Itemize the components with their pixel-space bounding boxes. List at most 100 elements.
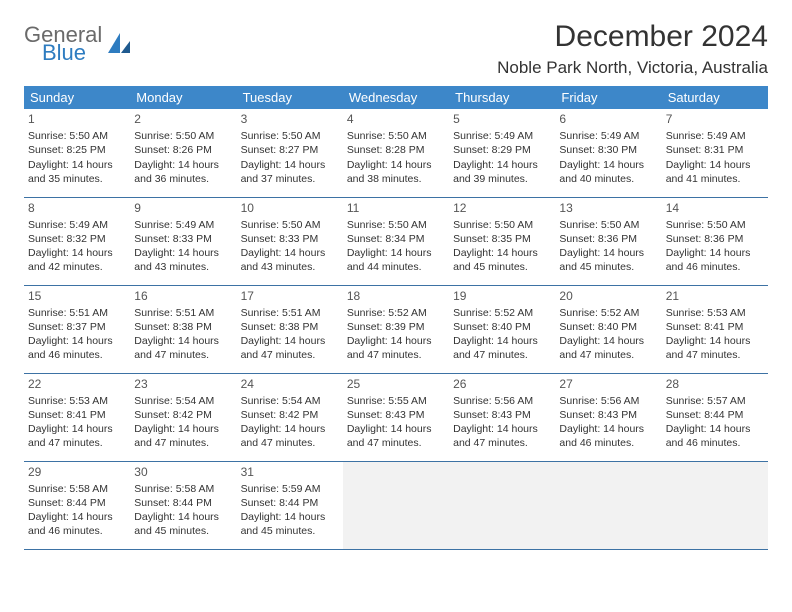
sunset-line: Sunset: 8:40 PM xyxy=(559,320,657,334)
sunset-line: Sunset: 8:39 PM xyxy=(347,320,445,334)
sunrise-line: Sunrise: 5:49 AM xyxy=(453,129,551,143)
calendar-cell: 1Sunrise: 5:50 AMSunset: 8:25 PMDaylight… xyxy=(24,109,130,197)
sunset-line: Sunset: 8:42 PM xyxy=(241,408,339,422)
daylight-line: Daylight: 14 hours and 46 minutes. xyxy=(28,334,126,362)
sunrise-line: Sunrise: 5:49 AM xyxy=(666,129,764,143)
sunrise-line: Sunrise: 5:54 AM xyxy=(134,394,232,408)
sunrise-line: Sunrise: 5:49 AM xyxy=(559,129,657,143)
day-number: 30 xyxy=(134,464,232,480)
sunset-line: Sunset: 8:38 PM xyxy=(134,320,232,334)
calendar-week: 22Sunrise: 5:53 AMSunset: 8:41 PMDayligh… xyxy=(24,373,768,461)
sunrise-line: Sunrise: 5:56 AM xyxy=(453,394,551,408)
daylight-line: Daylight: 14 hours and 35 minutes. xyxy=(28,158,126,186)
sunset-line: Sunset: 8:25 PM xyxy=(28,143,126,157)
daylight-line: Daylight: 14 hours and 47 minutes. xyxy=(28,422,126,450)
daylight-line: Daylight: 14 hours and 43 minutes. xyxy=(241,246,339,274)
brand-logo: General Blue xyxy=(24,24,132,64)
calendar-cell: 6Sunrise: 5:49 AMSunset: 8:30 PMDaylight… xyxy=(555,109,661,197)
day-number: 1 xyxy=(28,111,126,127)
calendar-cell: 29 Sunrise: 5:58 AMSunset: 8:44 PMDayligh… xyxy=(24,461,130,549)
day-header-row: Sunday Monday Tuesday Wednesday Thursday… xyxy=(24,86,768,109)
calendar-cell: 30Sunrise: 5:58 AMSunset: 8:44 PMDayligh… xyxy=(130,461,236,549)
sunrise-line: Sunrise: 5:51 AM xyxy=(134,306,232,320)
calendar-cell: 23Sunrise: 5:54 AMSunset: 8:42 PMDayligh… xyxy=(130,373,236,461)
sunrise-line: Sunrise: 5:58 AM xyxy=(28,482,126,496)
daylight-line: Daylight: 14 hours and 46 minutes. xyxy=(28,510,126,538)
sunrise-line: Sunrise: 5:50 AM xyxy=(666,218,764,232)
sunrise-line: Sunrise: 5:51 AM xyxy=(28,306,126,320)
calendar-cell: 3Sunrise: 5:50 AMSunset: 8:27 PMDaylight… xyxy=(237,109,343,197)
daylight-line: Daylight: 14 hours and 47 minutes. xyxy=(134,334,232,362)
col-thursday: Thursday xyxy=(449,86,555,109)
sunset-line: Sunset: 8:44 PM xyxy=(666,408,764,422)
sunset-line: Sunset: 8:31 PM xyxy=(666,143,764,157)
day-number: 5 xyxy=(453,111,551,127)
daylight-line: Daylight: 14 hours and 45 minutes. xyxy=(453,246,551,274)
month-title: December 2024 xyxy=(497,20,768,54)
col-tuesday: Tuesday xyxy=(237,86,343,109)
sunrise-line: Sunrise: 5:56 AM xyxy=(559,394,657,408)
day-number: 16 xyxy=(134,288,232,304)
col-wednesday: Wednesday xyxy=(343,86,449,109)
day-number: 29 xyxy=(28,464,126,480)
day-number: 23 xyxy=(134,376,232,392)
col-friday: Friday xyxy=(555,86,661,109)
daylight-line: Daylight: 14 hours and 45 minutes. xyxy=(241,510,339,538)
day-number: 19 xyxy=(453,288,551,304)
day-number: 4 xyxy=(347,111,445,127)
calendar-cell: 14 Sunrise: 5:50 AMSunset: 8:36 PMDayligh… xyxy=(662,197,768,285)
sunset-line: Sunset: 8:43 PM xyxy=(559,408,657,422)
calendar-cell: 24Sunrise: 5:54 AMSunset: 8:42 PMDayligh… xyxy=(237,373,343,461)
daylight-line: Daylight: 14 hours and 37 minutes. xyxy=(241,158,339,186)
daylight-line: Daylight: 14 hours and 46 minutes. xyxy=(559,422,657,450)
calendar-cell: 5Sunrise: 5:49 AMSunset: 8:29 PMDaylight… xyxy=(449,109,555,197)
calendar-week: 1Sunrise: 5:50 AMSunset: 8:25 PMDaylight… xyxy=(24,109,768,197)
calendar-cell: 16 Sunrise: 5:51 AMSunset: 8:38 PMDayligh… xyxy=(130,285,236,373)
sunrise-line: Sunrise: 5:50 AM xyxy=(241,129,339,143)
sunrise-line: Sunrise: 5:52 AM xyxy=(347,306,445,320)
day-number: 31 xyxy=(241,464,339,480)
daylight-line: Daylight: 14 hours and 38 minutes. xyxy=(347,158,445,186)
sunset-line: Sunset: 8:36 PM xyxy=(666,232,764,246)
sunset-line: Sunset: 8:27 PM xyxy=(241,143,339,157)
sunset-line: Sunset: 8:44 PM xyxy=(241,496,339,510)
day-number: 20 xyxy=(559,288,657,304)
sunset-line: Sunset: 8:28 PM xyxy=(347,143,445,157)
day-number: 25 xyxy=(347,376,445,392)
calendar-cell: 11Sunrise: 5:50 AMSunset: 8:34 PMDayligh… xyxy=(343,197,449,285)
calendar-cell: 25Sunrise: 5:55 AMSunset: 8:43 PMDayligh… xyxy=(343,373,449,461)
sunrise-line: Sunrise: 5:55 AM xyxy=(347,394,445,408)
daylight-line: Daylight: 14 hours and 39 minutes. xyxy=(453,158,551,186)
sunset-line: Sunset: 8:33 PM xyxy=(134,232,232,246)
day-number: 15 xyxy=(28,288,126,304)
calendar-week: 29Sunrise: 5:58 AMSunset: 8:44 PMDayligh… xyxy=(24,461,768,549)
sunset-line: Sunset: 8:43 PM xyxy=(453,408,551,422)
daylight-line: Daylight: 14 hours and 41 minutes. xyxy=(666,158,764,186)
daylight-line: Daylight: 14 hours and 46 minutes. xyxy=(666,246,764,274)
daylight-line: Daylight: 14 hours and 47 minutes. xyxy=(241,422,339,450)
col-saturday: Saturday xyxy=(662,86,768,109)
day-number: 7 xyxy=(666,111,764,127)
day-number: 9 xyxy=(134,200,232,216)
sunset-line: Sunset: 8:42 PM xyxy=(134,408,232,422)
sunset-line: Sunset: 8:41 PM xyxy=(28,408,126,422)
daylight-line: Daylight: 14 hours and 47 minutes. xyxy=(559,334,657,362)
calendar-cell: 4Sunrise: 5:50 AMSunset: 8:28 PMDaylight… xyxy=(343,109,449,197)
calendar-cell xyxy=(449,461,555,549)
calendar-cell: 7 Sunrise: 5:49 AMSunset: 8:31 PMDaylight… xyxy=(662,109,768,197)
day-number: 14 xyxy=(666,200,764,216)
sunset-line: Sunset: 8:35 PM xyxy=(453,232,551,246)
calendar-cell: 19Sunrise: 5:52 AMSunset: 8:40 PMDayligh… xyxy=(449,285,555,373)
calendar-cell: 10Sunrise: 5:50 AMSunset: 8:33 PMDayligh… xyxy=(237,197,343,285)
sunset-line: Sunset: 8:44 PM xyxy=(28,496,126,510)
calendar-cell: 9Sunrise: 5:49 AMSunset: 8:33 PMDaylight… xyxy=(130,197,236,285)
daylight-line: Daylight: 14 hours and 43 minutes. xyxy=(134,246,232,274)
daylight-line: Daylight: 14 hours and 47 minutes. xyxy=(347,422,445,450)
daylight-line: Daylight: 14 hours and 40 minutes. xyxy=(559,158,657,186)
sunset-line: Sunset: 8:37 PM xyxy=(28,320,126,334)
day-number: 8 xyxy=(28,200,126,216)
calendar-week: 15Sunrise: 5:51 AMSunset: 8:37 PMDayligh… xyxy=(24,285,768,373)
location-subtitle: Noble Park North, Victoria, Australia xyxy=(497,58,768,78)
sunset-line: Sunset: 8:32 PM xyxy=(28,232,126,246)
calendar-cell xyxy=(343,461,449,549)
